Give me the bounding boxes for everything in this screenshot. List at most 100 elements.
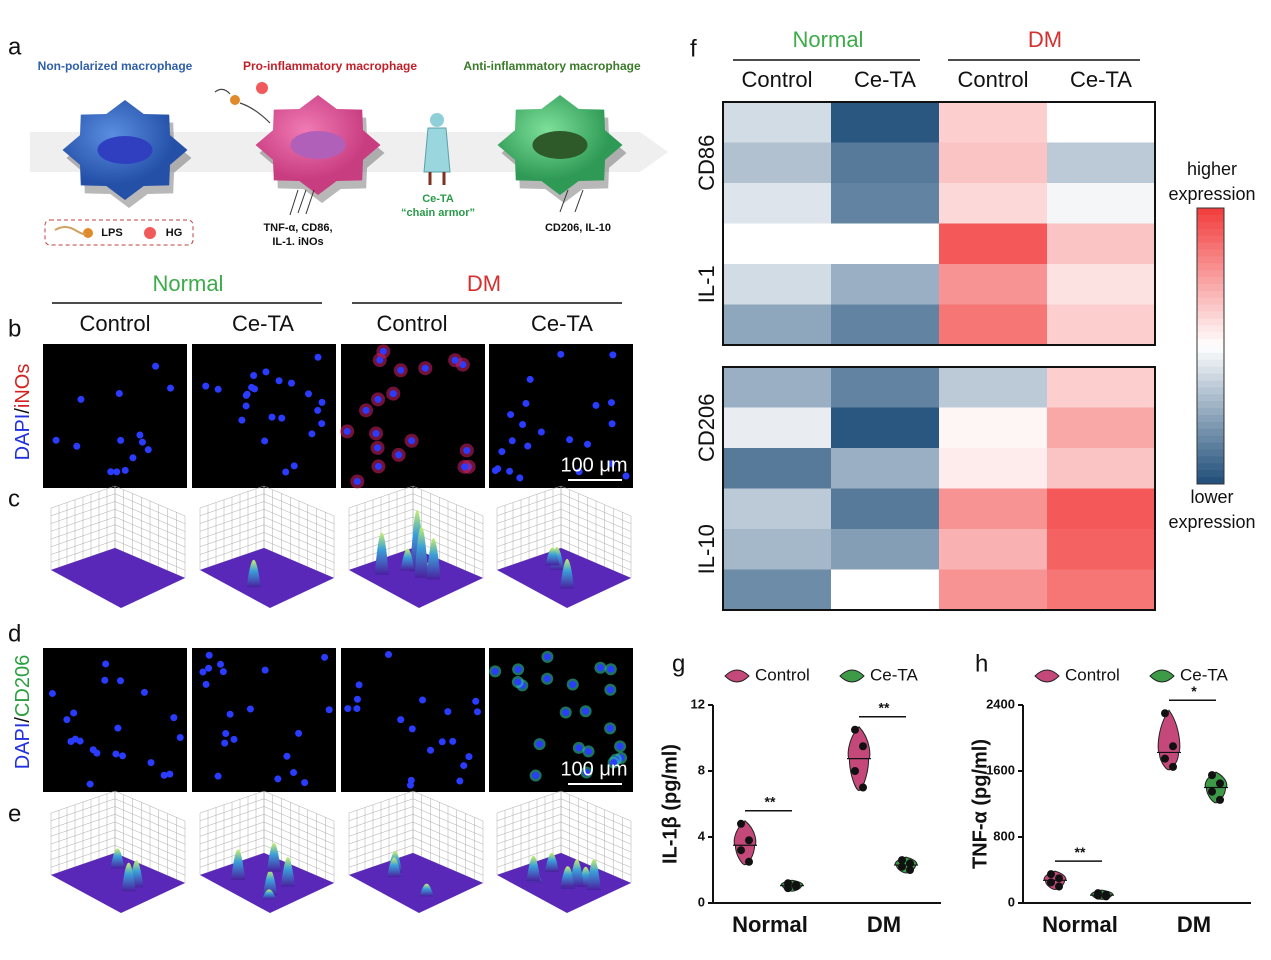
micrograph bbox=[43, 344, 187, 488]
stain: DAPI bbox=[12, 414, 34, 461]
cell-nucleus bbox=[321, 653, 329, 661]
column-label: Control bbox=[958, 67, 1029, 92]
legend-label: Control bbox=[1065, 665, 1120, 684]
peak bbox=[560, 558, 575, 589]
colorbar-step bbox=[1197, 283, 1224, 292]
cell-nucleus bbox=[353, 705, 361, 713]
colorbar-step bbox=[1197, 456, 1224, 464]
stage-label: Non-polarized macrophage bbox=[38, 59, 193, 73]
heat-cell bbox=[1047, 183, 1156, 224]
point bbox=[1208, 787, 1216, 796]
peak bbox=[263, 869, 278, 896]
colorbar-step bbox=[1197, 270, 1224, 278]
stain: DAPI bbox=[12, 723, 34, 770]
point bbox=[737, 846, 745, 855]
colorbar-step bbox=[1197, 463, 1224, 471]
point bbox=[1055, 882, 1063, 891]
wire bbox=[199, 821, 265, 845]
column-label: Control bbox=[377, 311, 448, 336]
legend-swatch bbox=[1034, 669, 1060, 683]
cell-nucleus bbox=[438, 738, 446, 746]
cell-nucleus bbox=[214, 772, 222, 780]
colorbar-step bbox=[1197, 380, 1224, 388]
cell-nucleus bbox=[575, 468, 583, 476]
cell-nucleus bbox=[52, 436, 60, 444]
cell-nucleus bbox=[608, 420, 616, 428]
point bbox=[1102, 892, 1110, 901]
point bbox=[898, 856, 906, 865]
point bbox=[1216, 779, 1224, 788]
colorbar-step bbox=[1197, 221, 1224, 230]
cell-nucleus bbox=[63, 716, 71, 724]
cell-nucleus bbox=[67, 737, 75, 745]
heat-cell bbox=[831, 367, 940, 408]
wire bbox=[348, 790, 414, 814]
wire bbox=[263, 501, 335, 532]
wire bbox=[50, 485, 116, 509]
marker-label: IL-1. iNOs bbox=[272, 236, 323, 248]
y-axis-label: TNF-α (pg/ml) bbox=[969, 739, 991, 869]
wire bbox=[114, 790, 186, 822]
colorbar-step bbox=[1197, 325, 1224, 333]
cell-nucleus bbox=[465, 753, 473, 761]
stain: iNOs bbox=[12, 364, 34, 408]
colorbar-step bbox=[1197, 359, 1224, 368]
cell-nucleus bbox=[562, 708, 570, 716]
cell-nucleus bbox=[290, 769, 298, 777]
legend-label: Ce-TA bbox=[1180, 665, 1229, 684]
cell-nucleus bbox=[325, 706, 333, 714]
colorbar-step bbox=[1197, 290, 1224, 299]
cell-nucleus bbox=[262, 368, 270, 376]
cell-nucleus bbox=[199, 668, 207, 676]
cell-nucleus bbox=[582, 707, 590, 715]
heat-cell bbox=[831, 488, 940, 530]
stain-label: DAPI/iNOs bbox=[12, 364, 34, 461]
wire bbox=[50, 814, 116, 837]
legend-label: Ce-TA bbox=[870, 665, 919, 684]
cell-nucleus bbox=[167, 384, 175, 392]
cell-nucleus bbox=[536, 740, 544, 748]
wire bbox=[496, 790, 562, 814]
cell-nucleus bbox=[242, 391, 250, 399]
cell-nucleus bbox=[491, 667, 499, 675]
heat-cell bbox=[831, 407, 940, 449]
cell-nucleus bbox=[114, 724, 122, 732]
cell-nucleus bbox=[582, 769, 590, 777]
y-tick-label: 0 bbox=[698, 894, 705, 909]
heat-cell bbox=[831, 304, 940, 346]
cell-nucleus bbox=[543, 675, 551, 683]
peak bbox=[246, 559, 261, 588]
cell-nucleus bbox=[506, 467, 514, 475]
heat-cell bbox=[939, 264, 1048, 305]
cell-nucleus bbox=[314, 406, 322, 414]
wire bbox=[263, 516, 335, 548]
cell-nucleus bbox=[610, 759, 618, 767]
stain: / bbox=[12, 717, 34, 723]
heat-cell bbox=[939, 142, 1048, 184]
cell-nucleus bbox=[176, 733, 184, 741]
cell-nucleus bbox=[129, 454, 137, 462]
peak bbox=[374, 532, 389, 575]
wire bbox=[114, 501, 186, 532]
peak bbox=[231, 849, 246, 881]
cell-nucleus bbox=[170, 714, 178, 722]
wire bbox=[412, 509, 484, 540]
arrow bbox=[574, 189, 584, 213]
heat-cell bbox=[831, 183, 940, 224]
cell-nucleus bbox=[569, 681, 577, 689]
panel-label: h bbox=[975, 650, 988, 677]
x-tick-label: Normal bbox=[732, 912, 808, 937]
wire bbox=[348, 806, 414, 829]
panel-label: b bbox=[8, 315, 21, 342]
wire bbox=[412, 790, 484, 822]
y-tick-label: 800 bbox=[993, 828, 1015, 843]
stage-label: Pro-inflammatory macrophage bbox=[243, 59, 417, 73]
lps-icon bbox=[83, 228, 93, 238]
heat-cell bbox=[939, 367, 1048, 408]
cell-nucleus bbox=[86, 780, 94, 788]
cell-nucleus bbox=[344, 705, 352, 713]
colorbar-step bbox=[1197, 208, 1224, 216]
y-tick-label: 1600 bbox=[986, 762, 1015, 777]
peak bbox=[569, 859, 584, 887]
heat-cell bbox=[831, 142, 940, 184]
